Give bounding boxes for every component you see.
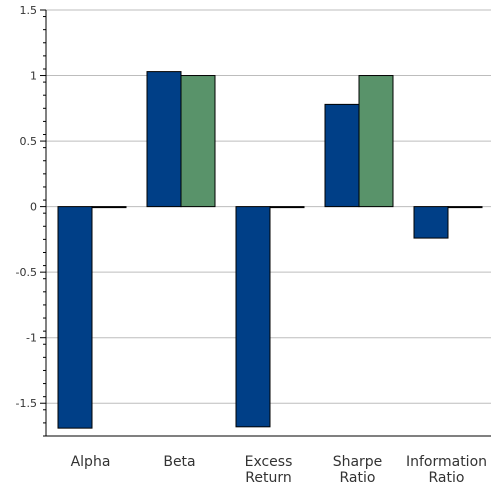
- bar-2-2[interactable]: [180, 75, 216, 208]
- bar-2-1[interactable]: [91, 206, 127, 209]
- bar-2-3[interactable]: [269, 206, 305, 209]
- bars-group: [57, 71, 483, 429]
- bar-1-4[interactable]: [324, 103, 360, 208]
- y-tick-label: 0: [30, 201, 37, 214]
- y-tick-label: 1.5: [20, 4, 38, 17]
- y-tick-label: -1: [26, 332, 37, 345]
- bar-1-5[interactable]: [413, 206, 449, 239]
- x-category-label: Alpha: [71, 454, 111, 470]
- y-tick-label: 0.5: [20, 135, 38, 148]
- y-tick-label: -0.5: [16, 266, 37, 279]
- axes-group: [40, 9, 491, 437]
- bar-2-5[interactable]: [447, 206, 483, 209]
- bar-1-2[interactable]: [146, 71, 182, 208]
- x-category-label: Sharpe Ratio: [333, 454, 383, 486]
- y-tick-labels: 1.5 1 0.5 0 -0.5 -1 -1.5: [16, 4, 37, 410]
- y-tick-label: -1.5: [16, 397, 37, 410]
- bar-1-1[interactable]: [57, 206, 93, 429]
- x-category-label: Beta: [163, 454, 195, 470]
- x-category-labels: Alpha Beta Excess Return Sharpe Ratio Informat…: [71, 454, 487, 486]
- x-category-label: Excess Return: [245, 454, 293, 486]
- y-tick-label: 1: [30, 70, 37, 83]
- x-category-label: Information Ratio: [406, 454, 487, 486]
- bar-1-3[interactable]: [235, 206, 271, 428]
- bar-2-4[interactable]: [358, 75, 394, 208]
